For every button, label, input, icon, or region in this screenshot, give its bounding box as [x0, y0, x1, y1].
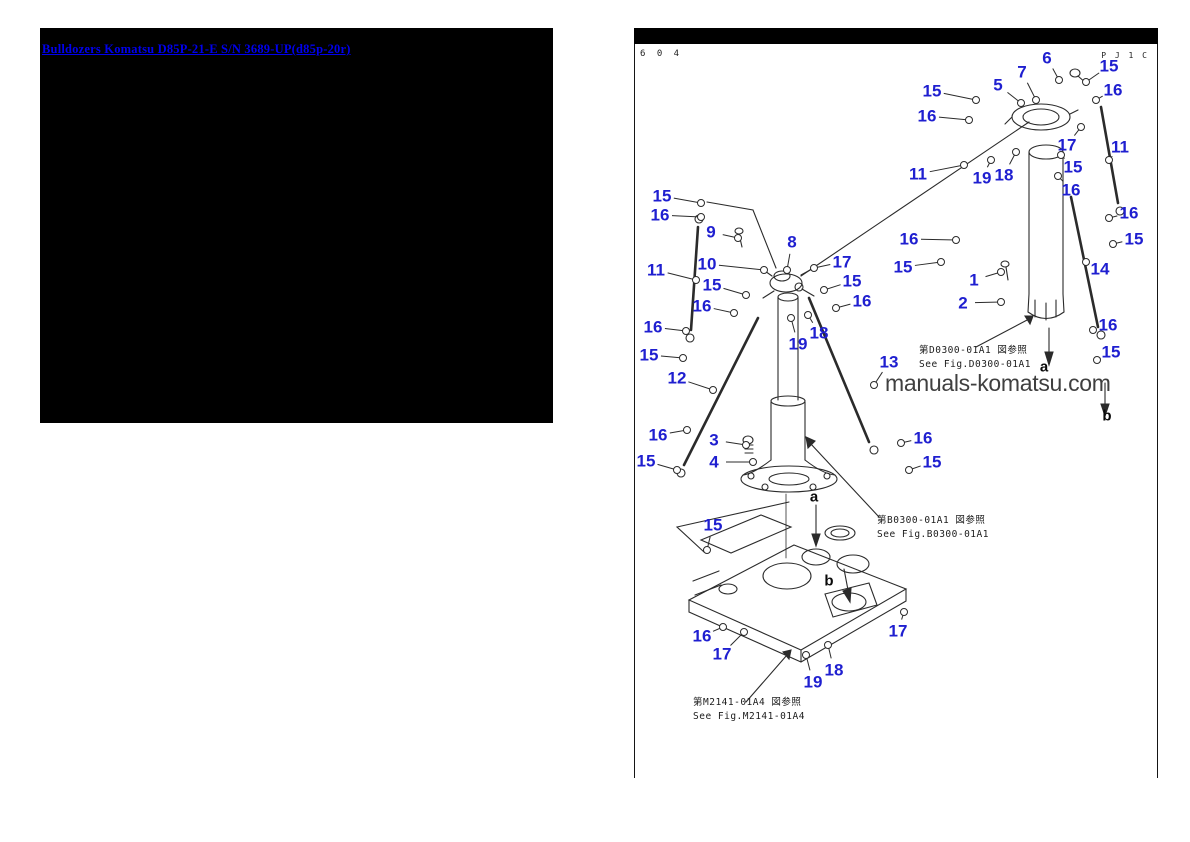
callout-number: 11 [1111, 137, 1129, 157]
callout-number: 12 [667, 368, 687, 388]
callout-number: 16 [692, 626, 712, 646]
see-fig-note: 第M2141-01A4 図参照 See Fig.M2141-01A4 [693, 697, 805, 722]
callout-number: 15 [1101, 342, 1121, 362]
callout-number: 15 [1124, 229, 1144, 249]
plate-code: P J 1 C [1101, 51, 1149, 60]
callout-number: 15 [1063, 157, 1083, 177]
callout-number: 15 [703, 515, 723, 535]
callout-number: 16 [692, 296, 712, 316]
callout-number: 16 [648, 425, 668, 445]
page-number: 6 0 4 [640, 49, 683, 59]
callout-number: 18 [824, 660, 844, 680]
callout-number: 16 [852, 291, 872, 311]
callout-number: 5 [993, 75, 1003, 95]
callout-number: 9 [706, 222, 716, 242]
parts-catalog-link[interactable]: Bulldozers Komatsu D85P-21-E S/N 3689-UP… [42, 42, 351, 56]
callout-number: 6 [1042, 48, 1052, 68]
see-fig-note: 第B0300-01A1 図参照 See Fig.B0300-01A1 [877, 515, 989, 540]
callout-number: 16 [643, 317, 663, 337]
callout-number: 15 [639, 345, 659, 365]
callout-number: 16 [1119, 203, 1139, 223]
parts-diagram: 6 0 4 P J 1 C [634, 28, 1158, 778]
callout-number: 15 [1099, 56, 1119, 76]
callout-number: 2 [958, 293, 968, 313]
callout-number: 10 [697, 254, 717, 274]
see-fig-note: 第D0300-01A1 図参照 See Fig.D0300-01A1 [919, 345, 1031, 370]
callout-number: 8 [787, 232, 797, 252]
callout-number: 15 [652, 186, 672, 206]
callout-number: 16 [917, 106, 937, 126]
callout-number: 16 [1061, 180, 1081, 200]
diagram-line-art [675, 68, 1125, 703]
section-marker: b [824, 572, 834, 590]
callout-number: 11 [647, 260, 665, 280]
callout-number: 15 [922, 81, 942, 101]
callout-number: 15 [893, 257, 913, 277]
callout-number: 13 [879, 352, 899, 372]
callout-number: 17 [712, 644, 732, 664]
callout-number: 11 [909, 164, 927, 184]
callout-number: 18 [809, 323, 829, 343]
callout-number: 16 [913, 428, 933, 448]
callout-number: 16 [899, 229, 919, 249]
callout-number: 15 [922, 452, 942, 472]
callout-number: 16 [1103, 80, 1123, 100]
watermark: manuals-komatsu.com [885, 370, 1111, 396]
callout-number: 18 [994, 165, 1014, 185]
callout-leader-lines [657, 68, 1123, 671]
thumbnail-placeholder: Bulldozers Komatsu D85P-21-E S/N 3689-UP… [40, 28, 553, 423]
callout-number: 4 [709, 452, 719, 472]
callout-number: 16 [1098, 315, 1118, 335]
callout-number: 15 [636, 451, 656, 471]
callout-number: 17 [1057, 135, 1077, 155]
callout-number: 16 [650, 205, 670, 225]
callout-number: 3 [709, 430, 719, 450]
callout-number: 15 [842, 271, 862, 291]
callout-number: 19 [803, 672, 823, 692]
callout-number: 1 [969, 270, 979, 290]
callout-number: 17 [832, 252, 852, 272]
callout-number: 19 [788, 334, 808, 354]
callout-number: 15 [702, 275, 722, 295]
section-marker: b [1102, 407, 1112, 425]
callout-number: 19 [972, 168, 992, 188]
section-marker: a [809, 488, 819, 506]
callout-number: 7 [1017, 62, 1027, 82]
section-marker: a [1039, 358, 1049, 376]
diagram-header-bar [634, 28, 1158, 44]
callout-number: 17 [888, 621, 908, 641]
callout-number: 14 [1090, 259, 1110, 279]
